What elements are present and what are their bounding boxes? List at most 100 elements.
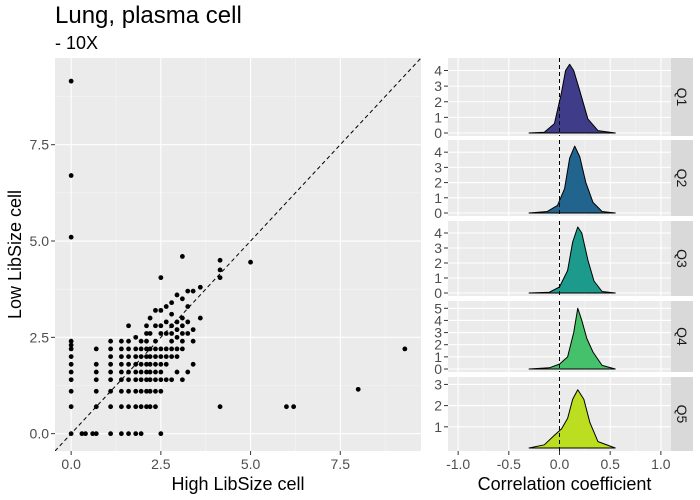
scatter-point [144,338,149,344]
scatter-point [190,361,196,367]
scatter-point [118,377,124,383]
scatter-point [179,254,185,259]
scatter-point [174,346,180,352]
scatter-y-tick-label: 0.0 [30,426,50,442]
scatter-point [190,288,196,294]
scatter-point [126,377,131,383]
facet-strip [671,377,693,451]
scatter-point [144,404,149,410]
identity-reference-line [55,58,421,451]
scatter-point [284,404,289,410]
scatter-point [153,338,158,344]
scatter-y-tick-label: 2.5 [30,329,50,345]
scatter-point [185,304,191,309]
ridge-y-tick-label: 3 [434,240,442,256]
scatter-point [163,319,169,325]
scatter-point [133,334,139,340]
ridge-x-tick-label: 0.0 [550,456,570,472]
scatter-point [163,346,169,352]
density-ridge-q2 [528,145,616,214]
scatter-point [90,431,96,437]
ridge-x-axis-label: Correlation coefficient [478,474,652,494]
scatter-point [68,338,74,344]
scatter-point [179,323,185,329]
density-ridge-q4 [528,307,616,370]
scatter-point [108,388,114,394]
facet-strip-label: Q1 [674,88,690,107]
density-ridge-q5 [528,389,616,449]
scatter-point [126,388,131,394]
scatter-y-tick-label: 7.5 [30,137,50,153]
scatter-point [158,361,164,367]
scatter-point [197,284,203,290]
scatter-point [68,342,74,348]
scatter-point [153,369,158,375]
scatter-point [217,267,223,273]
density-ridge-q3 [528,226,616,294]
scatter-point [93,431,99,437]
scatter-point [174,327,180,333]
scatter-point [68,78,74,84]
scatter-point [93,404,99,410]
ridge-y-tick-label: 2 [434,337,442,353]
scatter-point [93,361,99,367]
scatter-point [402,346,408,352]
scatter-point [158,307,164,313]
density-ridge-q1 [528,63,616,134]
scatter-point [138,354,144,360]
scatter-point [108,369,114,375]
scatter-point [118,431,124,437]
scatter-point [147,331,153,336]
scatter-point [144,361,149,367]
scatter-point [144,369,149,375]
scatter-point [68,388,74,394]
scatter-point [355,386,361,392]
facet-strip [671,140,693,216]
scatter-point [179,331,185,336]
scatter-point [153,361,158,367]
scatter-point [144,354,149,360]
scatter-point [158,354,164,360]
scatter-point [93,369,99,375]
scatter-point [174,319,180,325]
ridge-y-tick-label: 3 [434,159,442,175]
scatter-point [118,354,124,360]
scatter-point [138,388,144,394]
scatter-point [108,404,114,410]
scatter-point [217,275,223,281]
scatter-point [68,377,74,383]
scatter-point [126,431,131,437]
scatter-point [147,404,153,410]
scatter-point [126,323,131,329]
scatter-point [153,323,158,329]
scatter-point [126,404,131,410]
scatter-point [153,354,158,360]
scatter-point [153,404,158,410]
scatter-x-tick-label: 7.5 [331,456,351,472]
scatter-point [147,354,153,360]
scatter-point [138,377,144,383]
scatter-point [185,331,191,336]
scatter-point [174,354,180,360]
scatter-point [126,338,131,344]
scatter-point [153,377,158,383]
scatter-point [153,388,158,394]
scatter-point [158,369,164,375]
scatter-point [169,377,175,383]
facet-strip [671,58,693,136]
scatter-point [108,354,114,360]
ridge-y-tick-label: 1 [434,349,442,365]
ridge-y-tick-label: 1 [434,419,442,435]
scatter-point [248,259,253,265]
scatter-point [163,354,169,360]
ridge-y-tick-label: 1 [434,270,442,286]
facet-strip-label: Q5 [674,405,690,424]
ridge-x-tick-label: -0.5 [497,456,521,472]
scatter-y-axis-label: Low LibSize cell [5,190,25,319]
scatter-point [126,369,131,375]
scatter-point [158,388,164,394]
scatter-point [133,404,139,410]
ridge-y-tick-label: 0 [434,285,442,301]
scatter-point [185,288,191,294]
